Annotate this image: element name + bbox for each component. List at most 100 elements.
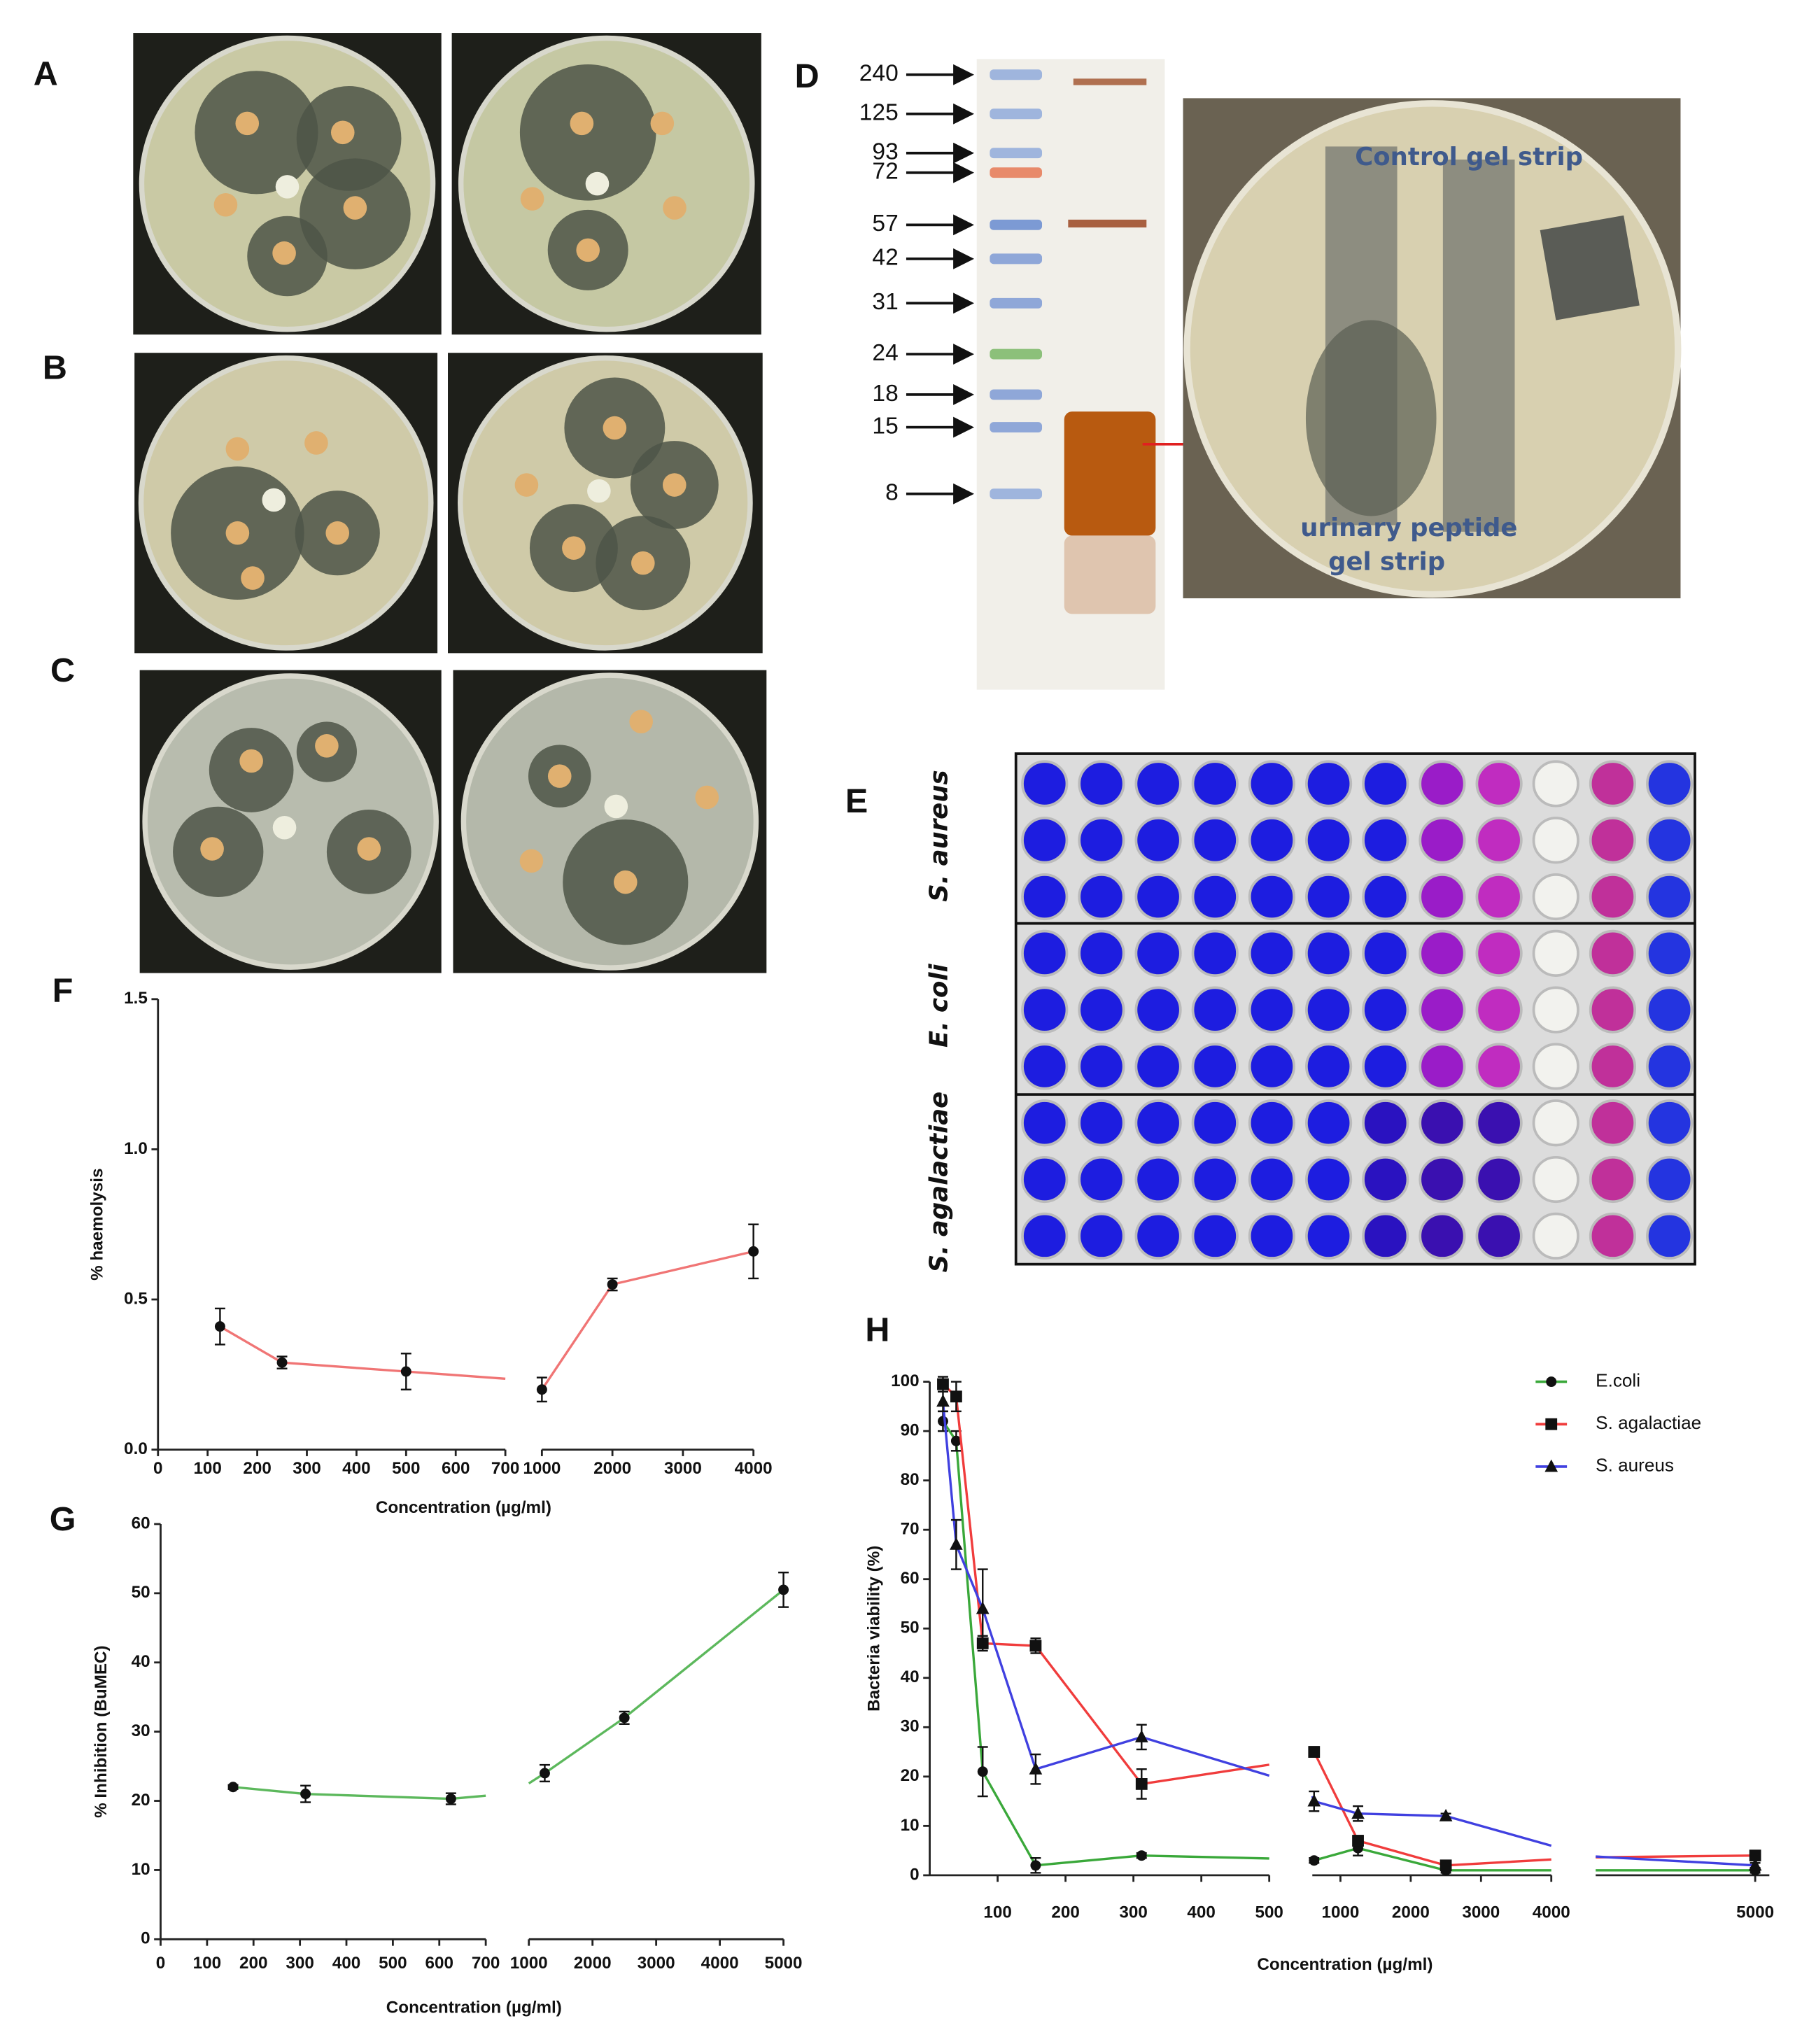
well <box>1021 929 1069 977</box>
marker <box>539 1768 550 1779</box>
well <box>1078 929 1125 977</box>
disc <box>275 175 300 199</box>
marker-label: 57 <box>872 211 898 237</box>
line-piece <box>1596 1855 1756 1867</box>
well <box>1362 817 1409 864</box>
x-tick-label: 400 <box>332 1954 360 1973</box>
well <box>1646 1212 1694 1260</box>
marker <box>976 1601 990 1614</box>
well <box>1646 1155 1694 1204</box>
x-axis-label: Concentration (µg/ml) <box>376 1498 551 1517</box>
panel-label: F <box>52 971 73 1009</box>
marker-label: 15 <box>872 413 898 439</box>
x-tick-label: 300 <box>1119 1903 1147 1922</box>
panel-label: A <box>34 55 58 92</box>
well <box>1191 873 1239 921</box>
y-tick-label: 10 <box>901 1816 920 1835</box>
well <box>1305 760 1353 808</box>
sample-band <box>1068 219 1147 228</box>
well <box>1191 817 1239 864</box>
legend-marker <box>1544 1459 1558 1472</box>
well <box>1532 1099 1579 1147</box>
well <box>1021 1212 1069 1260</box>
marker <box>1352 1835 1364 1847</box>
well <box>1134 1099 1182 1147</box>
well <box>1362 1043 1409 1090</box>
ladder-band <box>990 348 1043 360</box>
well <box>1134 1155 1182 1204</box>
marker-label: 18 <box>872 381 898 407</box>
y-tick-label: 40 <box>901 1668 920 1686</box>
well <box>1134 1043 1182 1090</box>
well-plate <box>1014 752 1696 1266</box>
marker <box>1748 1858 1762 1871</box>
well <box>1362 1099 1409 1147</box>
inhibition-zone <box>195 71 318 195</box>
well <box>1362 760 1409 808</box>
x-tick-label: 200 <box>243 1459 271 1478</box>
marker <box>1439 1808 1453 1821</box>
ladder-band <box>990 148 1043 159</box>
y-axis-label: % Inhibition (BuMEC) <box>92 1645 111 1818</box>
line-piece <box>1141 1735 1270 1777</box>
disc <box>325 521 350 545</box>
plate-label: Control gel strip <box>1355 143 1583 171</box>
well <box>1419 929 1466 977</box>
well <box>1134 1212 1182 1260</box>
x-axis-label: Concentration (µg/ml) <box>1257 1955 1433 1974</box>
marker-label: 8 <box>885 480 899 506</box>
x-tick-label: 3000 <box>664 1459 702 1478</box>
well <box>1419 760 1466 808</box>
disc <box>576 238 600 262</box>
well <box>1419 986 1466 1034</box>
marker-label: 93 <box>872 139 898 165</box>
disc <box>272 815 297 840</box>
y-tick-label: 80 <box>901 1470 920 1489</box>
well <box>1134 817 1182 864</box>
marker-label: 240 <box>859 61 899 87</box>
well <box>1532 760 1579 808</box>
disc <box>225 521 250 545</box>
marker <box>445 1793 456 1805</box>
well <box>1305 1155 1353 1204</box>
x-tick-label: 200 <box>1051 1903 1079 1922</box>
well <box>1475 817 1523 864</box>
well <box>1248 929 1296 977</box>
well <box>1191 760 1239 808</box>
well <box>1248 1099 1296 1147</box>
disc <box>695 785 719 810</box>
y-tick-label: 0.0 <box>124 1439 148 1458</box>
disc <box>315 734 339 758</box>
line-piece <box>1445 1858 1551 1867</box>
y-tick-label: 20 <box>132 1791 150 1810</box>
x-tick-label: 5000 <box>765 1954 803 1973</box>
well <box>1191 1099 1239 1147</box>
y-axis-label: % haemolysis <box>87 1169 106 1281</box>
well <box>1419 1212 1466 1260</box>
disc <box>587 479 611 503</box>
well <box>1646 873 1694 921</box>
ladder-band <box>990 389 1043 400</box>
x-tick-label: 200 <box>239 1954 267 1973</box>
marker <box>778 1584 789 1595</box>
disc <box>241 566 265 590</box>
well <box>1475 873 1523 921</box>
well <box>1419 1099 1466 1147</box>
x-tick-label: 5000 <box>1736 1903 1774 1922</box>
well <box>1191 1212 1239 1260</box>
plate-label: gel strip <box>1328 548 1445 577</box>
line-piece <box>983 1642 1036 1647</box>
disc <box>514 473 539 497</box>
x-tick-label: 700 <box>472 1954 500 1973</box>
panel-label: D <box>795 57 819 95</box>
well <box>1248 986 1296 1034</box>
line-piece <box>955 1441 984 1772</box>
disc <box>239 749 263 773</box>
marker <box>227 1782 239 1793</box>
x-tick-label: 500 <box>379 1954 407 1973</box>
well <box>1248 760 1296 808</box>
disc <box>520 187 544 211</box>
marker <box>214 1321 225 1332</box>
disc <box>262 488 286 512</box>
